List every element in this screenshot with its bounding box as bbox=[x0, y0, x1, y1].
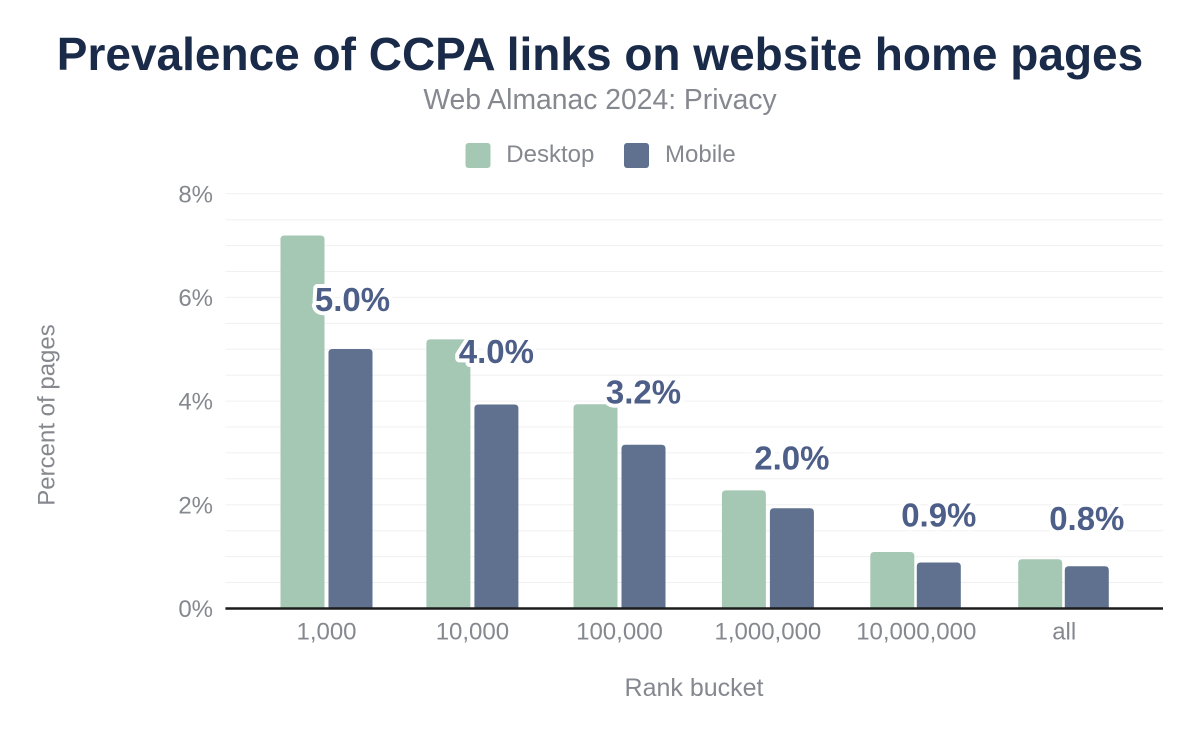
svg-text:all: all bbox=[1052, 619, 1076, 646]
svg-text:10,000: 10,000 bbox=[436, 619, 509, 646]
svg-text:Prevalence of CCPA links on we: Prevalence of CCPA links on website home… bbox=[57, 28, 1143, 80]
svg-text:Mobile: Mobile bbox=[665, 141, 736, 168]
svg-text:8%: 8% bbox=[178, 181, 213, 208]
svg-text:3.2%: 3.2% bbox=[606, 373, 681, 410]
svg-text:10,000,000: 10,000,000 bbox=[856, 619, 976, 646]
svg-text:0%: 0% bbox=[178, 596, 213, 623]
svg-text:100,000: 100,000 bbox=[576, 619, 663, 646]
svg-text:Desktop: Desktop bbox=[506, 141, 594, 168]
svg-text:2.0%: 2.0% bbox=[754, 440, 829, 477]
svg-text:1,000,000: 1,000,000 bbox=[715, 619, 822, 646]
svg-text:2%: 2% bbox=[178, 492, 213, 519]
svg-text:4%: 4% bbox=[178, 389, 213, 416]
svg-text:0.8%: 0.8% bbox=[1049, 500, 1124, 537]
svg-text:6%: 6% bbox=[178, 285, 213, 312]
svg-text:5.0%: 5.0% bbox=[315, 281, 390, 318]
svg-text:Web Almanac 2024: Privacy: Web Almanac 2024: Privacy bbox=[423, 83, 777, 115]
svg-text:Percent of pages: Percent of pages bbox=[34, 324, 61, 505]
svg-text:0.9%: 0.9% bbox=[901, 497, 976, 534]
svg-text:Rank bucket: Rank bucket bbox=[625, 674, 764, 702]
svg-text:4.0%: 4.0% bbox=[459, 333, 534, 370]
svg-text:1,000: 1,000 bbox=[296, 619, 356, 646]
